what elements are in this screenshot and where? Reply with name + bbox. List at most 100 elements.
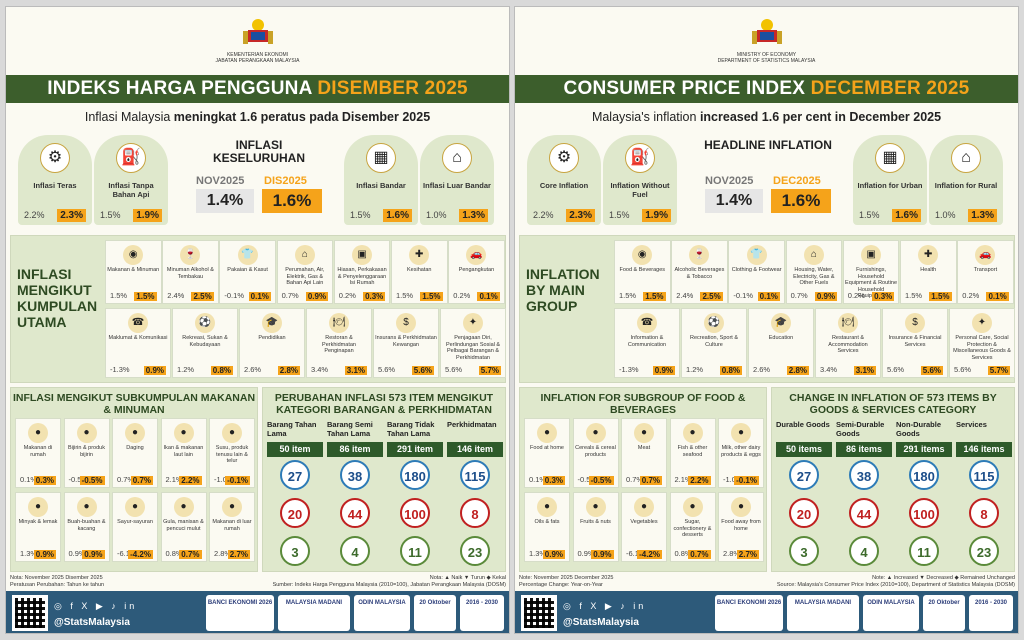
main-group-title: INFLATION BY MAIN GROUP <box>526 266 600 314</box>
items-decreased: 8 <box>969 498 999 528</box>
notes: Note: November 2025 December 2025 Percent… <box>519 575 1015 589</box>
food-icon: ● <box>28 497 48 517</box>
group-dec-value: 0.3% <box>363 292 386 301</box>
food-icon: ● <box>125 497 145 517</box>
card-label: Inflasi Bandar <box>356 181 406 190</box>
items-column-header: Semi-Durable Goods <box>836 420 885 438</box>
food-icon: ● <box>682 423 703 443</box>
group-icon: 🍷 <box>180 245 201 265</box>
group-nov-value: 1.2% <box>686 365 704 374</box>
note-line: Peratusan Perubahan: Tahun ke tahun <box>10 582 506 589</box>
food-icon: ● <box>76 423 97 443</box>
headline-month-nov: NOV2025 <box>196 175 245 187</box>
group-dec-value: 2.5% <box>191 292 214 301</box>
group-cell: 👕 Clothing & Footwear -0.1% 0.1% <box>728 240 785 304</box>
inflation-card: ⚙ Core Inflation 2.2% 2.3% <box>527 135 601 225</box>
group-dec-value: 0.3% <box>872 292 895 301</box>
headline-title: INFLASI KESELURUHAN <box>212 138 305 165</box>
items-column-header: Barang Tahan Lama <box>267 420 317 438</box>
subtitle: Inflasi Malaysia meningkat 1.6 peratus p… <box>6 110 509 124</box>
food-dec-value: 0.7% <box>179 550 202 559</box>
group-icon: 🎓 <box>262 313 282 333</box>
group-label: Insurans & Perkhidmatan Kewangan <box>375 335 437 348</box>
footer: ◎ f X ▶ ♪ in @StatsMalaysia BANCI EKONOMI … <box>515 591 1018 633</box>
food-nov-value: -1.0% <box>214 475 234 484</box>
items-column-header: Perkhidmatan <box>447 420 497 429</box>
inflation-card: ⛽ Inflasi Tanpa Bahan Api 1.5% 1.9% <box>94 135 168 225</box>
items-count: 146 items <box>956 442 1012 457</box>
social-icons[interactable]: ◎ f X ▶ ♪ in <box>563 601 647 611</box>
group-cell: ⚽ Recreation, Sport & Culture 1.2% 0.8% <box>681 308 747 378</box>
food-nov-value: 0.9% <box>577 549 595 558</box>
house-icon: ⌂ <box>951 143 981 173</box>
items-increased: 38 <box>849 460 879 490</box>
social-icons[interactable]: ◎ f X ▶ ♪ in <box>54 601 138 611</box>
group-label: Pakaian & Kasut <box>227 267 268 273</box>
items-column-header: Barang Tidak Tahan Lama <box>387 420 435 438</box>
group-icon: 🍷 <box>689 245 710 265</box>
fuel-icon: ⛽ <box>116 143 146 173</box>
group-label: Restaurant & Accommodation Services <box>828 335 868 354</box>
food-cell: ● Makanan di rumah 0.1% 0.3% <box>15 418 61 488</box>
group-nov-value: 5.6% <box>887 365 905 374</box>
group-icon: 🚗 <box>466 245 487 265</box>
group-icon: ⚽ <box>195 313 215 333</box>
qr-code-icon[interactable] <box>12 595 48 631</box>
food-label: Fish & other seafood <box>677 445 708 458</box>
group-nov-value: 5.6% <box>954 365 972 374</box>
food-dec-value: 0.7% <box>688 550 711 559</box>
inflation-card: ⚙ Inflasi Teras 2.2% 2.3% <box>18 135 92 225</box>
food-nov-value: 0.9% <box>68 549 86 558</box>
items-count: 50 items <box>776 442 832 457</box>
main-group-section: INFLASI MENGIKUT KUMPULAN UTAMA ◉ Makanan … <box>10 235 506 383</box>
group-nov-value: 1.5% <box>905 291 923 300</box>
group-dec-value: 0.8% <box>210 366 233 375</box>
subtitle-part: meningkat 1.6 peratus pada <box>173 110 342 124</box>
food-nov-value: -6.1% <box>626 549 646 558</box>
main-group-title: INFLASI MENGIKUT KUMPULAN UTAMA <box>17 266 98 330</box>
group-label: Education <box>768 335 794 341</box>
food-label: Milk, other dairy products & eggs <box>721 445 761 458</box>
group-icon: 👕 <box>237 245 258 265</box>
subtitle-part: Disember 2025 <box>341 110 431 124</box>
items-change-title: CHANGE IN INFLATION OF 573 ITEMS BY GOOD… <box>789 392 997 416</box>
group-icon: $ <box>905 313 925 333</box>
ministry-label: KEMENTERIAN EKONOMI JABATAN PERANGKAAN M… <box>215 52 300 64</box>
group-icon: ⚽ <box>704 313 724 333</box>
note-months: Note: November 2025 December 2025 <box>519 575 614 581</box>
group-label: Alcoholic Beverages & Tobacco <box>674 267 725 280</box>
items-decreased: 20 <box>789 498 819 528</box>
food-icon: ● <box>125 423 145 443</box>
inflation-card: ⌂ Inflation for Rural 1.0% 1.3% <box>929 135 1003 225</box>
banner-month: DECEMBER 2025 <box>810 78 970 99</box>
items-increased: 27 <box>789 460 819 490</box>
card-nov-value: 1.5% <box>859 210 880 220</box>
social-handle[interactable]: @StatsMalaysia <box>563 617 639 628</box>
food-icon: ● <box>173 423 194 443</box>
food-label: Bijirin & produk bijirin <box>68 445 105 458</box>
footer-logo: BANCI EKONOMI 2026 <box>715 595 783 631</box>
group-cell: 🚗 Pengangkutan 0.2% 0.1% <box>448 240 505 304</box>
items-increased: 180 <box>909 460 939 490</box>
card-nov-value: 1.5% <box>100 210 121 220</box>
items-increased: 180 <box>400 460 430 490</box>
group-icon: 🚗 <box>975 245 996 265</box>
food-cell: ● Cereals & cereal products -0.5% -0.5% <box>572 418 619 488</box>
social-handle[interactable]: @StatsMalaysia <box>54 617 130 628</box>
qr-code-icon[interactable] <box>521 595 557 631</box>
food-cell: ● Vegetables -6.1% -4.2% <box>621 492 667 562</box>
headline-dec-value: 1.6% <box>262 189 322 213</box>
group-nov-value: 0.7% <box>790 291 808 300</box>
food-nov-value: -1.0% <box>723 475 743 484</box>
footer-logo: 20 Oktober <box>923 595 965 631</box>
card-label: Inflation for Urban <box>857 181 923 190</box>
group-nov-value: 0.2% <box>453 291 471 300</box>
notes: Nota: November 2025 Disember 2025 Peratus… <box>10 575 506 589</box>
card-dec-value: 1.9% <box>133 209 162 222</box>
headline-inflation: HEADLINE INFLATION NOV2025 DEC2025 1.4% 1.6% <box>703 139 833 213</box>
items-change-section: PERUBAHAN INFLASI 573 ITEM MENGIKUT KATE… <box>262 387 506 572</box>
food-nov-value: 2.8% <box>723 549 741 558</box>
group-cell: ☎ Maklumat & Komunikasi -1.3% 0.9% <box>105 308 171 378</box>
food-dec-value: 2.2% <box>688 476 711 485</box>
note-line: Percentage Change: Year-on-Year <box>519 582 1015 589</box>
